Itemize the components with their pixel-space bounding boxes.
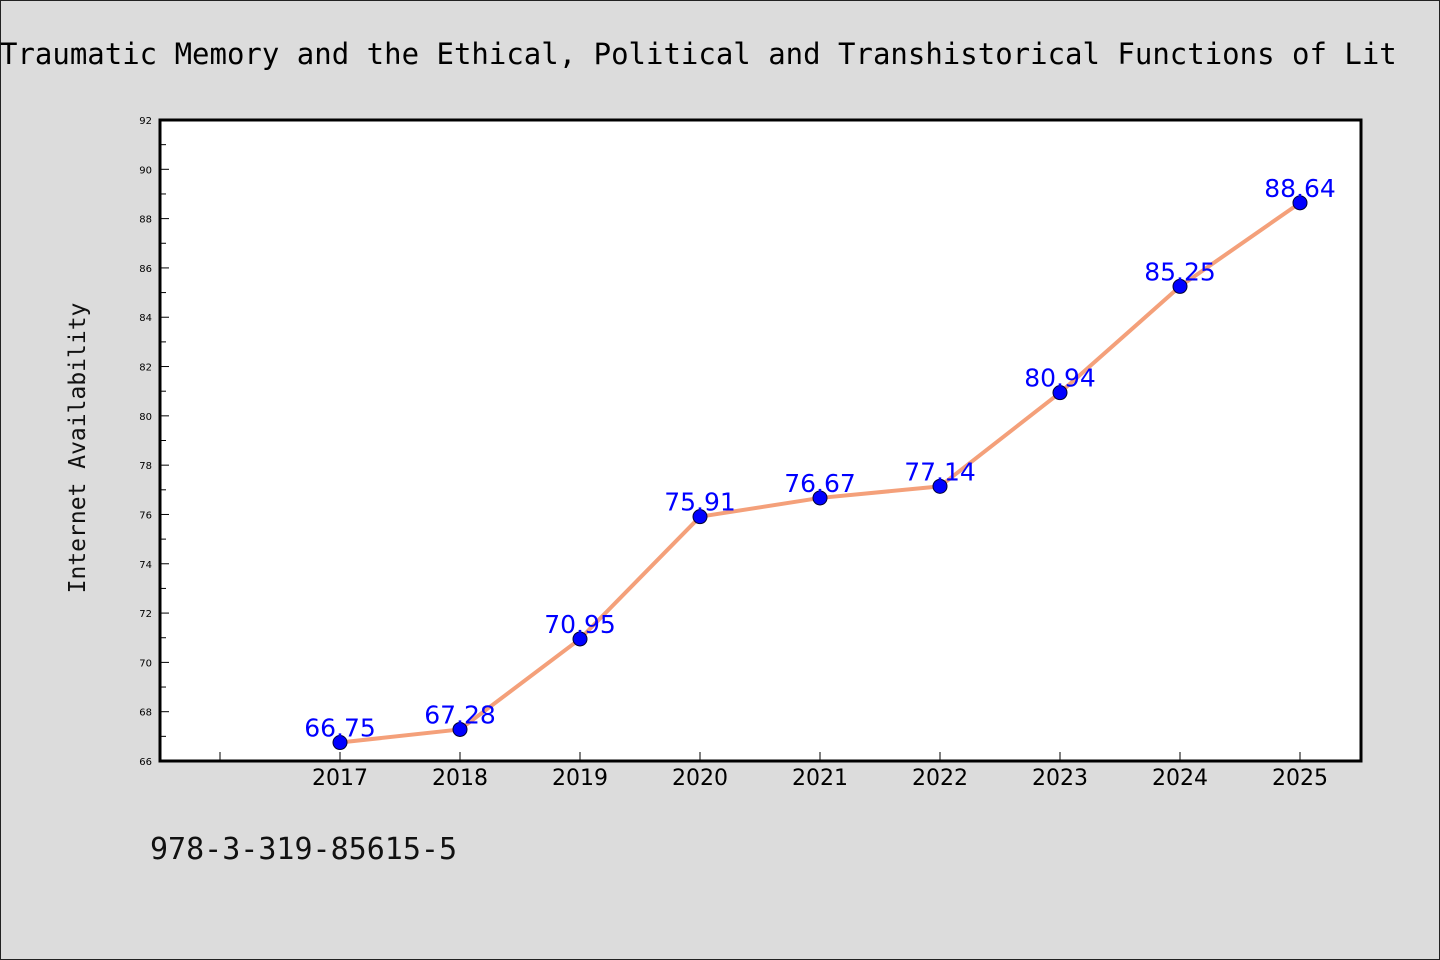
x-tick-label: 2018 (432, 766, 488, 791)
data-label: 76.67 (784, 469, 856, 498)
data-label: 77.14 (904, 457, 976, 486)
x-tick-label: 2025 (1272, 766, 1328, 791)
data-point (812, 490, 828, 506)
data-point (692, 509, 708, 525)
x-tick-label: 2017 (312, 766, 368, 791)
x-tick-label: 2023 (1032, 766, 1088, 791)
data-point (1052, 385, 1068, 401)
data-label: 66.75 (304, 714, 376, 743)
y-tick-label: 74 (139, 560, 152, 571)
y-axis-label: Internet Availability (65, 303, 91, 594)
y-tick-label: 66 (139, 757, 152, 768)
y-tick-label: 88 (139, 215, 152, 226)
data-point (572, 631, 588, 647)
x-tick-label: 2021 (792, 766, 848, 791)
data-point (452, 721, 468, 737)
data-label: 75.91 (664, 488, 736, 517)
data-point (1172, 278, 1188, 294)
y-tick-label: 86 (139, 264, 152, 275)
y-tick-label: 78 (139, 461, 152, 472)
y-tick-label: 80 (139, 412, 152, 423)
data-labels: 66.75 67.28 70.95 75.91 76.67 77.14 80.94 85.25… (304, 174, 1336, 743)
plot-area (158, 118, 1363, 763)
data-markers (332, 195, 1308, 751)
y-tick-label: 82 (139, 363, 152, 374)
y-axis: 66 68 70 72 74 76 78 80 82 84 86 88 90 92 (139, 116, 169, 768)
y-tick-label: 72 (139, 609, 152, 620)
isbn-label: 978-3-319-85615-5 (150, 832, 458, 867)
y-tick-label: 70 (139, 658, 152, 669)
x-tick-label: 2019 (552, 766, 608, 791)
y-tick-label: 92 (139, 116, 152, 127)
y-tick-label: 90 (139, 165, 152, 176)
x-tick-label: 2024 (1152, 766, 1208, 791)
data-label: 80.94 (1024, 364, 1096, 393)
x-tick-label: 2020 (672, 766, 728, 791)
y-tick-label: 84 (139, 313, 152, 324)
data-point (1292, 195, 1308, 211)
x-tick-label: 2022 (912, 766, 968, 791)
data-label: 67.28 (424, 700, 496, 729)
data-point (932, 478, 948, 494)
data-label: 88.64 (1264, 174, 1336, 203)
chart-title: Traumatic Memory and the Ethical, Politi… (0, 37, 1397, 71)
data-point (332, 735, 348, 751)
data-label: 85.25 (1144, 257, 1216, 286)
y-tick-label: 76 (139, 510, 152, 521)
y-tick-label: 68 (139, 708, 152, 719)
data-label: 70.95 (544, 610, 616, 639)
x-axis: 2017 2018 2019 2020 2021 2022 2023 2024 2025 (219, 752, 1328, 791)
